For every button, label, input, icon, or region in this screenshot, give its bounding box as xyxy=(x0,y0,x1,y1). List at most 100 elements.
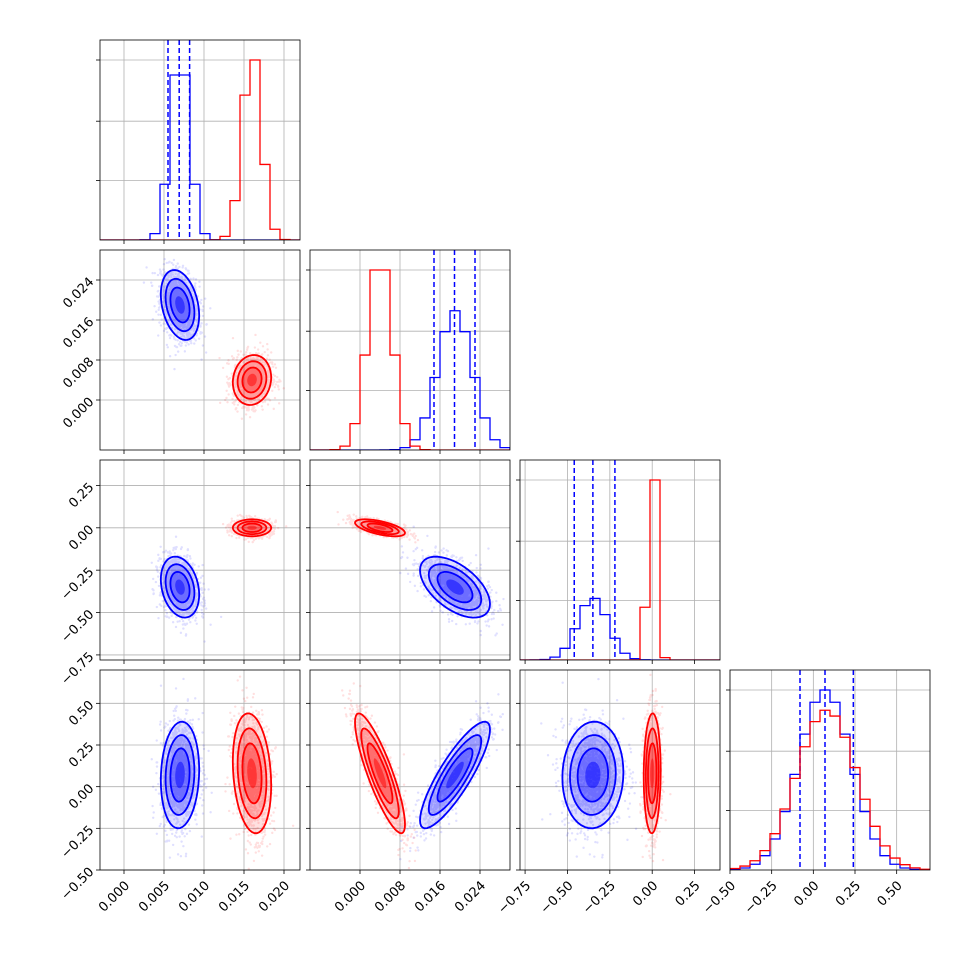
scatter-point xyxy=(172,306,175,309)
scatter-point xyxy=(230,372,234,375)
scatter-point xyxy=(239,385,243,388)
scatter-point xyxy=(190,315,194,318)
scatter-point xyxy=(261,408,264,411)
scatter-point xyxy=(190,318,193,321)
scatter-point xyxy=(181,315,184,318)
scatter-point xyxy=(239,397,242,400)
scatter-point xyxy=(162,288,165,291)
scatter-point xyxy=(257,376,260,379)
scatter-point xyxy=(261,400,265,404)
scatter-point xyxy=(176,620,179,623)
scatter-point xyxy=(182,297,186,300)
scatter-point xyxy=(173,552,177,555)
scatter-point xyxy=(185,313,188,316)
scatter-point xyxy=(176,324,180,328)
scatter-point xyxy=(249,401,253,404)
scatter-point xyxy=(176,294,179,297)
scatter-point xyxy=(251,393,254,396)
panel-frame-0-0 xyxy=(96,39,301,244)
scatter-point xyxy=(166,302,170,306)
scatter-point xyxy=(245,386,249,389)
scatter-point xyxy=(177,312,181,316)
scatter-point xyxy=(180,276,183,280)
scatter-point xyxy=(172,296,175,299)
scatter-point xyxy=(253,385,256,388)
scatter-point xyxy=(239,381,243,384)
scatter-point xyxy=(160,273,163,277)
scatter-point xyxy=(273,396,277,400)
scatter-point xyxy=(180,283,184,286)
scatter-point xyxy=(245,364,249,367)
scatter-point xyxy=(180,295,184,298)
scatter-point xyxy=(238,378,242,381)
scatter-point xyxy=(174,625,178,629)
scatter-point xyxy=(246,373,250,377)
scatter-point xyxy=(175,323,178,326)
scatter-point xyxy=(185,301,188,304)
scatter-point xyxy=(204,607,208,610)
scatter-point xyxy=(218,356,221,360)
scatter-point xyxy=(195,334,198,337)
scatter-point xyxy=(183,350,187,353)
scatter-point xyxy=(190,315,194,318)
scatter-point xyxy=(253,515,257,518)
scatter-point xyxy=(179,284,183,288)
scatter-point xyxy=(190,310,194,313)
scatter-point xyxy=(176,350,180,353)
scatter-point xyxy=(271,381,275,385)
scatter-point xyxy=(203,297,207,300)
scatter-point xyxy=(181,316,184,320)
scatter-point xyxy=(170,283,173,286)
scatter-point xyxy=(174,280,178,284)
scatter-point xyxy=(178,275,181,278)
scatter-point xyxy=(252,405,255,408)
scatter-point xyxy=(247,405,250,409)
scatter-point xyxy=(169,273,172,277)
scatter-point xyxy=(221,366,225,370)
scatter-point xyxy=(171,282,174,286)
scatter-point xyxy=(168,319,171,322)
scatter-point xyxy=(185,341,189,344)
scatter-point xyxy=(246,346,249,350)
scatter-point xyxy=(169,282,172,286)
scatter-point xyxy=(254,369,258,372)
scatter-point xyxy=(180,342,184,345)
scatter-point xyxy=(272,381,275,384)
scatter-point xyxy=(181,317,185,320)
scatter-point xyxy=(245,409,249,412)
scatter-point xyxy=(203,335,207,338)
scatter-point xyxy=(179,330,182,334)
scatter-point xyxy=(190,309,193,313)
scatter-point xyxy=(193,342,196,345)
scatter-point xyxy=(253,346,257,349)
scatter-point xyxy=(247,395,251,398)
scatter-point xyxy=(173,295,176,298)
scatter-point xyxy=(166,279,170,282)
scatter-point xyxy=(164,327,168,331)
scatter-point xyxy=(249,369,253,373)
scatter-point xyxy=(268,358,271,361)
scatter-point xyxy=(171,283,174,287)
scatter-point xyxy=(201,308,204,311)
scatter-point xyxy=(258,359,262,362)
scatter-point xyxy=(195,307,199,311)
scatter-point xyxy=(172,295,175,298)
scatter-point xyxy=(255,383,258,386)
scatter-point xyxy=(178,313,182,317)
scatter-point xyxy=(188,555,192,558)
scatter-point xyxy=(170,296,174,300)
scatter-point xyxy=(256,371,259,375)
scatter-point xyxy=(170,282,173,285)
scatter-point xyxy=(175,345,178,349)
scatter-point xyxy=(166,296,169,300)
scatter-point xyxy=(244,353,247,356)
scatter-point xyxy=(254,351,258,355)
scatter-point xyxy=(181,324,185,327)
scatter-point xyxy=(178,283,182,286)
scatter-point xyxy=(245,348,249,351)
scatter-point xyxy=(159,324,163,327)
scatter-point xyxy=(189,277,192,281)
scatter-point xyxy=(185,555,188,559)
scatter-point xyxy=(246,392,249,396)
scatter-point xyxy=(249,385,252,389)
